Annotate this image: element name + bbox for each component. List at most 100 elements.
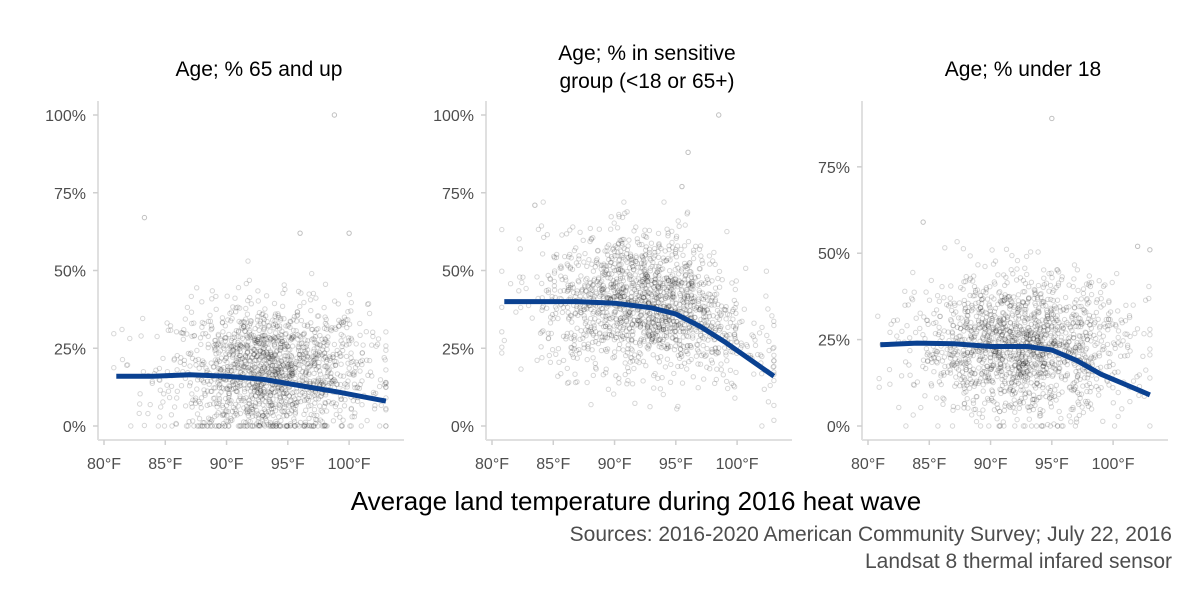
scatter-point [296, 345, 302, 351]
scatter-point [1013, 356, 1020, 362]
scatter-point [306, 422, 312, 429]
scatter-point [934, 395, 940, 401]
scatter-point [235, 304, 241, 310]
scatter-point [1134, 243, 1141, 250]
scatter-point [1074, 378, 1080, 384]
scatter-point [688, 292, 695, 298]
scatter-point [688, 274, 695, 281]
scatter-point [267, 328, 273, 334]
scatter-point [258, 368, 265, 374]
scatter-point [314, 341, 321, 348]
scatter-point [1021, 360, 1028, 367]
scatter-point [629, 347, 635, 353]
scatter-point [596, 276, 602, 282]
scatter-point [647, 265, 654, 271]
scatter-point [226, 423, 232, 429]
scatter-point [254, 410, 260, 417]
scatter-point [575, 278, 581, 284]
scatter-point [300, 356, 307, 362]
scatter-point [539, 304, 546, 311]
scatter-point [667, 379, 674, 385]
scatter-point [652, 370, 658, 377]
scatter-point [280, 390, 287, 396]
scatter-point [276, 373, 283, 379]
scatter-point [1008, 302, 1014, 308]
scatter-point [644, 323, 651, 330]
scatter-point [306, 371, 312, 378]
scatter-point [1052, 343, 1058, 349]
scatter-point [947, 347, 953, 353]
scatter-point [330, 363, 336, 369]
scatter-point [285, 323, 291, 329]
scatter-point [307, 378, 313, 385]
scatter-point [650, 297, 656, 304]
scatter-point [1028, 380, 1034, 386]
scatter-point [315, 313, 322, 319]
scatter-point [666, 246, 672, 253]
scatter-point [316, 352, 322, 358]
scatter-point [252, 357, 258, 364]
scatter-point [369, 373, 375, 379]
scatter-point [340, 373, 347, 379]
scatter-point [381, 382, 388, 388]
scatter-point [703, 314, 709, 320]
scatter-point [283, 390, 290, 397]
scatter-point [676, 281, 682, 287]
scatter-point [691, 305, 698, 312]
scatter-point [580, 335, 586, 341]
scatter-point [296, 333, 302, 339]
scatter-point [583, 288, 589, 294]
scatter-point [653, 317, 659, 323]
scatter-point [346, 291, 353, 298]
scatter-point [359, 350, 365, 356]
scatter-point [593, 289, 599, 295]
scatter-point [1110, 385, 1116, 391]
scatter-point [611, 354, 618, 360]
scatter-point [1130, 302, 1136, 308]
scatter-point [611, 293, 617, 300]
scatter-point [750, 333, 757, 340]
scatter-point [679, 286, 685, 293]
scatter-point [656, 343, 662, 350]
scatter-point [266, 369, 272, 376]
scatter-point [569, 281, 576, 287]
scatter-point [662, 364, 669, 370]
scatter-point [233, 344, 239, 351]
scatter-point [314, 391, 320, 397]
scatter-point [223, 335, 229, 341]
scatter-point [578, 273, 584, 279]
scatter-point [1049, 115, 1055, 122]
scatter-point [609, 314, 616, 321]
scatter-point [997, 329, 1004, 335]
scatter-point [592, 328, 599, 335]
scatter-point [1018, 353, 1025, 360]
scatter-point [315, 376, 321, 382]
scatter-point [266, 422, 272, 428]
scatter-point [333, 411, 339, 418]
scatter-point [248, 301, 255, 307]
scatter-point [332, 362, 339, 369]
scatter-point [200, 420, 206, 426]
scatter-point [549, 347, 556, 353]
scatter-point [246, 329, 253, 335]
scatter-point [662, 248, 668, 254]
scatter-point [674, 243, 681, 249]
scatter-point [251, 423, 258, 429]
scatter-point [244, 323, 251, 330]
scatter-point [1020, 277, 1027, 284]
scatter-point [891, 318, 897, 324]
scatter-point [652, 286, 658, 292]
scatter-point [670, 294, 676, 300]
scatter-point [243, 280, 250, 287]
scatter-point [315, 326, 321, 332]
scatter-point [202, 390, 208, 397]
scatter-point [986, 303, 992, 309]
scatter-point [370, 329, 376, 335]
scatter-point [660, 391, 666, 398]
scatter-point [953, 380, 960, 387]
scatter-point [645, 275, 651, 282]
scatter-point [674, 406, 680, 412]
scatter-point [277, 397, 283, 404]
scatter-point [293, 328, 299, 334]
